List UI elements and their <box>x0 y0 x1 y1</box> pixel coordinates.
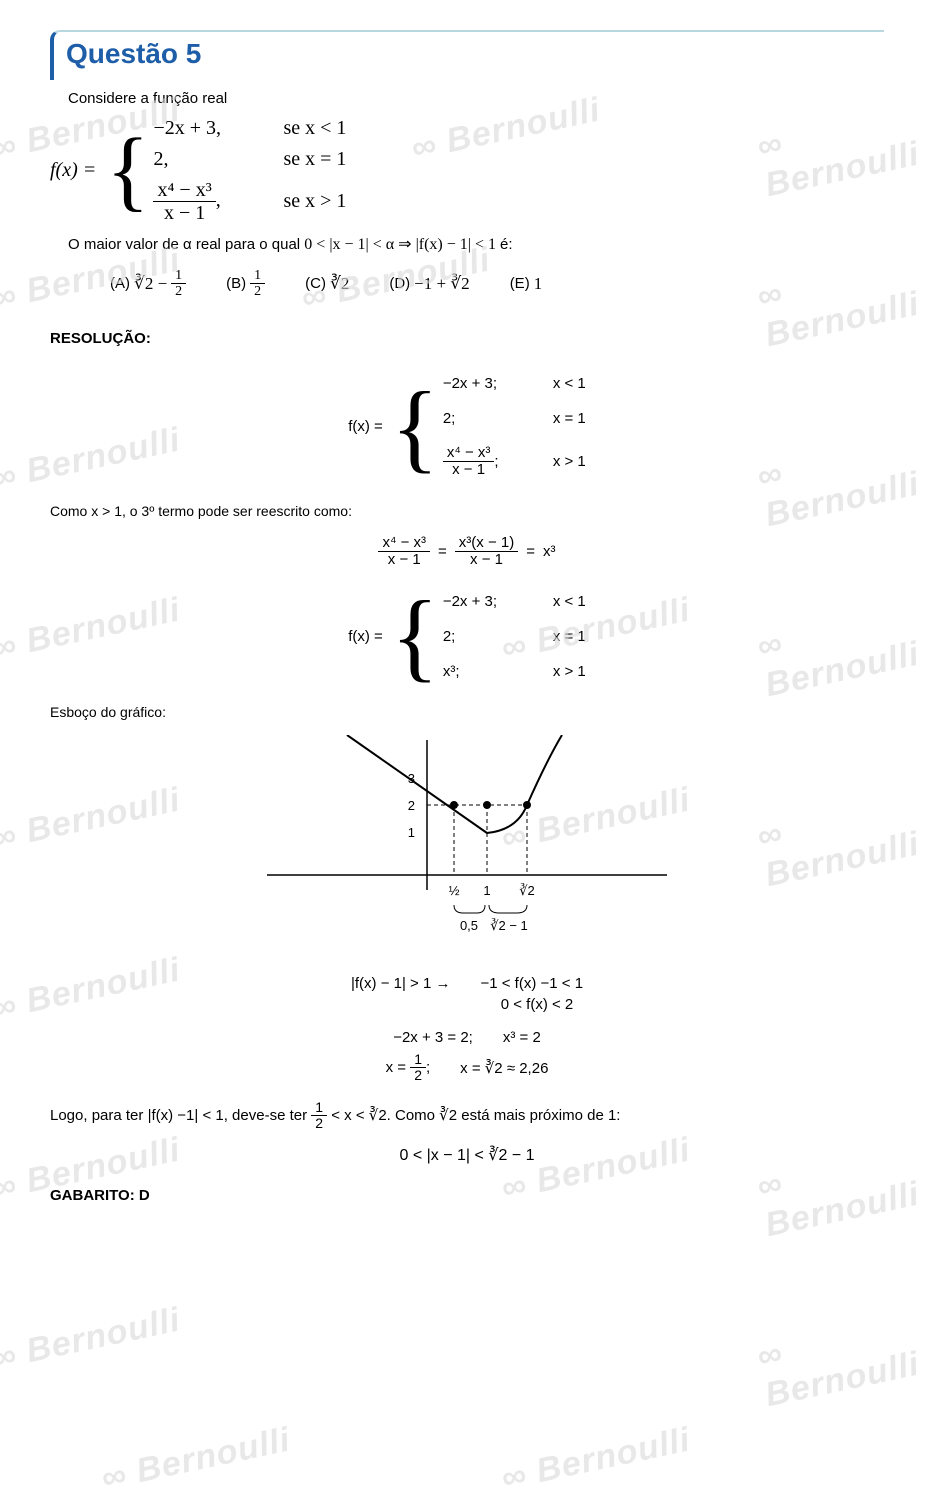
answer-key: GABARITO: D <box>50 1187 884 1204</box>
simplification-equation: x⁴ − x³ x − 1 = x³(x − 1) x − 1 = x³ <box>50 535 884 569</box>
piece3-den: x − 1 <box>153 202 215 224</box>
svg-text:0,5: 0,5 <box>460 918 478 933</box>
option-e[interactable]: (E) 1 <box>510 274 543 294</box>
fx-label: f(x) = <box>50 159 96 182</box>
svg-text:2: 2 <box>408 798 415 813</box>
question-header: Questão 5 <box>50 30 884 80</box>
answer-options: (A) ∛2 − 1 2 (B) 1 2 (C) ∛2 (D) −1 + ∛2 … <box>110 268 884 300</box>
resolution-heading: RESOLUÇÃO: <box>50 330 884 347</box>
svg-text:½: ½ <box>449 883 460 898</box>
svg-text:1: 1 <box>483 883 490 898</box>
piece3-expr: x⁴ − x³ x − 1 , <box>153 179 263 224</box>
question-title: Questão 5 <box>66 38 884 70</box>
piece3-cond: se x > 1 <box>283 190 346 213</box>
function-definition: f(x) = { −2x + 3, se x < 1 2, se x = 1 x… <box>50 117 884 224</box>
function-graph: 3 2 1 ½ 1 ∛2 0,5 ∛2 − 1 <box>50 735 884 955</box>
option-a[interactable]: (A) ∛2 − 1 2 <box>110 268 186 300</box>
final-inequality: 0 < |x − 1| < ∛2 − 1 <box>50 1145 884 1165</box>
conclusion-line: Logo, para ter |f(x) −1| < 1, deve-se te… <box>50 1100 884 1132</box>
option-b[interactable]: (B) 1 2 <box>226 268 265 300</box>
resolution-function-2: f(x) = { −2x + 3; x < 1 2; x = 1 x³; x >… <box>348 593 586 680</box>
piece1-cond: se x < 1 <box>283 117 346 140</box>
resolution-line-1: Como x > 1, o 3º termo pode ser reescrit… <box>50 503 884 519</box>
solve-block: −2x + 3 = 2; x³ = 2 x = 1 2 ; x = ∛2 ≈ 2… <box>50 1029 884 1084</box>
brace-icon: { <box>387 596 443 676</box>
svg-text:∛2 − 1: ∛2 − 1 <box>490 918 528 933</box>
problem-statement: O maior valor de α real para o qual 0 < … <box>68 234 884 254</box>
piece1-expr: −2x + 3, <box>153 117 263 140</box>
option-d[interactable]: (D) −1 + ∛2 <box>389 274 469 294</box>
piece2-cond: se x = 1 <box>283 148 346 171</box>
brace-icon: { <box>387 387 443 467</box>
sketch-label: Esboço do gráfico: <box>50 704 884 720</box>
option-c[interactable]: (C) ∛2 <box>305 274 349 294</box>
piece2-expr: 2, <box>153 148 263 171</box>
brace-icon: { <box>102 136 153 206</box>
problem-intro: Considere a função real <box>68 90 884 107</box>
svg-text:∛2: ∛2 <box>519 883 535 898</box>
svg-text:1: 1 <box>408 825 415 840</box>
resolution-function-1: f(x) = { −2x + 3; x < 1 2; x = 1 x⁴ − x³… <box>348 375 586 479</box>
inequality-block: |f(x) − 1| > 1 → −1 < f(x) −1 < 1 0 < f(… <box>50 975 884 1013</box>
piece3-num: x⁴ − x³ <box>153 179 215 202</box>
